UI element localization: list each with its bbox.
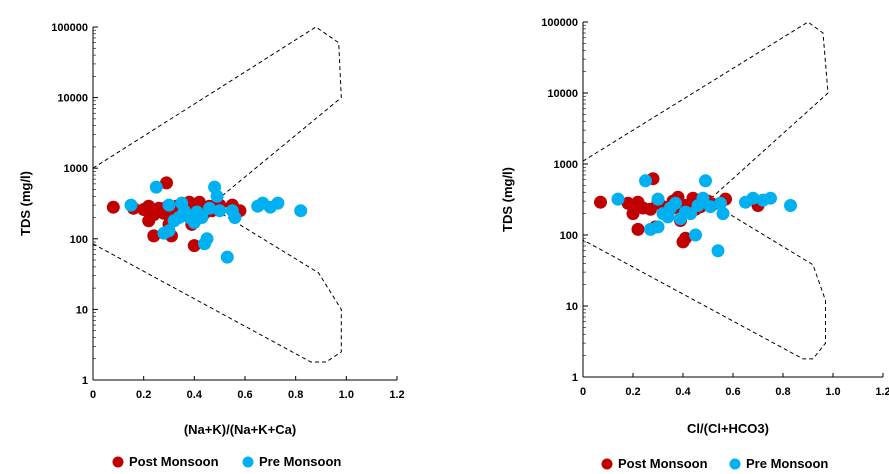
pre-monsoon-point: [651, 220, 665, 234]
pre-monsoon-point: [200, 232, 214, 246]
x-tick-label: 0.8: [775, 386, 790, 398]
y-tick-label: 1: [572, 372, 578, 384]
post-monsoon-point: [106, 200, 120, 214]
legend-label: Pre Monsoon: [746, 456, 828, 471]
x-tick-label: 0.6: [725, 386, 740, 398]
pre-monsoon-point: [696, 191, 710, 205]
x-axis-title: (Na+K)/(Na+K+Ca): [184, 422, 296, 437]
post-monsoon-point: [192, 195, 206, 209]
y-tick-label: 1000: [554, 159, 578, 171]
post-monsoon-point: [147, 229, 161, 243]
pre-monsoon-point: [651, 192, 665, 206]
post-monsoon-point: [160, 176, 173, 190]
y-axis-title: TDS (mg/l): [500, 167, 515, 232]
legend-marker: [112, 456, 124, 468]
gibbs-boundary-dashed: [92, 26, 342, 363]
chart-panel-left: TDS (mg/l) (Na+K)/(Na+K+Ca) 1 10 100 1000 10…: [18, 22, 405, 469]
pre-monsoon-point: [669, 196, 682, 210]
y-tick-label: 1000: [64, 163, 88, 175]
x-tick-label: 1.2: [875, 386, 889, 398]
pre-monsoon-point: [689, 228, 702, 242]
pre-monsoon-point: [149, 180, 163, 194]
post-monsoon-point: [626, 207, 640, 221]
y-axis-title: TDS (mg/l): [18, 171, 33, 236]
pre-monsoon-point: [764, 191, 777, 205]
x-tick-label: 0.2: [625, 386, 640, 398]
post-monsoon-point: [621, 196, 635, 210]
y-tick-label: 100: [70, 234, 88, 246]
pre-monsoon-point: [704, 200, 717, 214]
legend-marker: [601, 458, 613, 470]
post-monsoon-point: [187, 239, 201, 253]
y-tick-label: 1: [82, 375, 88, 387]
x-tick-label: 1.0: [339, 389, 354, 401]
legend-marker: [242, 456, 254, 468]
pre-monsoon-point: [714, 196, 727, 210]
y-tick-label: 10: [566, 301, 578, 313]
pre-monsoon-point: [195, 211, 209, 224]
x-tick-label: 0.2: [136, 389, 151, 401]
chart-panel-right: TDS (mg/l) Cl/(Cl+HCO3) 1 10 100 1000 10000 1…: [500, 17, 889, 471]
pre-monsoon-point: [162, 198, 176, 212]
y-tick-label: 10000: [547, 88, 578, 100]
pre-monsoon-point: [213, 204, 227, 218]
legend-marker: [729, 458, 741, 470]
x-tick-label: 1.0: [825, 386, 840, 398]
gibbs-boundary-dashed: [582, 21, 829, 360]
y-tick-label: 10: [76, 304, 88, 316]
pre-monsoon-point: [124, 198, 138, 212]
pre-monsoon-point: [639, 174, 652, 188]
pre-monsoon-point: [716, 207, 730, 221]
pre-monsoon-point: [294, 204, 308, 218]
pre-monsoon-point: [220, 250, 234, 264]
x-tick-label: 0: [90, 389, 96, 401]
pre-monsoon-point: [228, 211, 242, 224]
x-tick-label: 0.6: [237, 389, 252, 401]
x-tick-label: 0.8: [288, 389, 303, 401]
pre-monsoon-point: [746, 191, 760, 205]
post-monsoon-point: [679, 231, 692, 245]
x-tick-label: 1.2: [389, 389, 404, 401]
legend-label: Pre Monsoon: [259, 454, 341, 469]
pre-monsoon-point: [210, 189, 224, 203]
y-tick-label: 100000: [541, 17, 578, 29]
pre-monsoon-point: [699, 174, 712, 188]
pre-monsoon-point: [271, 196, 285, 210]
x-tick-label: 0: [580, 386, 586, 398]
pre-monsoon-point: [711, 244, 725, 258]
pre-monsoon-point: [203, 201, 216, 215]
y-tick-label: 100000: [51, 22, 88, 34]
post-monsoon-point: [594, 195, 607, 209]
x-axis-title: Cl/(Cl+HCO3): [687, 421, 769, 436]
pre-monsoon-point: [784, 199, 797, 212]
legend-label: Post Monsoon: [129, 454, 219, 469]
y-tick-label: 100: [560, 230, 578, 242]
x-tick-label: 0.4: [675, 386, 691, 398]
legend-label: Post Monsoon: [618, 456, 708, 471]
pre-monsoon-point: [611, 192, 625, 206]
post-monsoon-point: [631, 222, 645, 236]
y-tick-label: 10000: [57, 93, 88, 105]
pre-monsoon-point: [162, 224, 176, 238]
x-tick-label: 0.4: [187, 389, 203, 401]
